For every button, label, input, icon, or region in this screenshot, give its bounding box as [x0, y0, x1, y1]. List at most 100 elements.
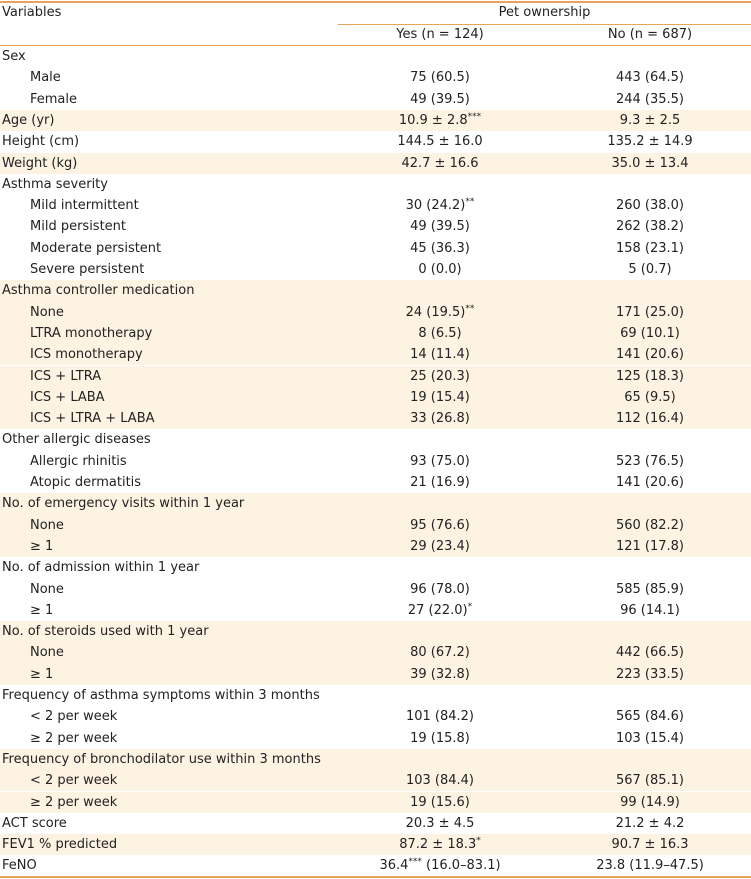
- row-label: Weight (kg): [2, 155, 78, 171]
- table-row: None 80 (67.2) 442 (66.5): [0, 642, 751, 664]
- row-label: Age (yr): [2, 112, 55, 128]
- value-cell: 45 (36.3): [330, 238, 550, 259]
- value-cell: 19 (15.8): [330, 728, 550, 749]
- value-cell: 87.2 ± 18.3*: [330, 834, 550, 855]
- value-cell: 262 (38.2): [540, 216, 751, 237]
- value-cell: 442 (66.5): [540, 642, 751, 663]
- value-text: 443 (64.5): [615, 70, 685, 86]
- row-label: Mild persistent: [30, 219, 127, 235]
- value-text: 20.3 ± 4.5: [405, 815, 475, 831]
- value-cell: 30 (24.2)**: [330, 195, 550, 216]
- value-text: 39 (32.8): [410, 666, 470, 682]
- row-label: No. of steroids used with 1 year: [2, 624, 209, 640]
- row-label: Severe persistent: [30, 262, 145, 277]
- row-label: Male: [30, 70, 61, 86]
- significance: **: [465, 303, 475, 314]
- row-label: None: [30, 304, 64, 320]
- value-text: 171 (25.0): [615, 304, 685, 320]
- table-row: No. of admission within 1 year: [0, 557, 751, 578]
- value-text: 523 (76.5): [615, 453, 685, 469]
- table-row: ICS + LTRA + LABA 33 (26.8) 112 (16.4): [0, 408, 751, 430]
- value-cell: 25 (20.3): [330, 366, 550, 387]
- significance: ***: [467, 111, 482, 122]
- value-cell: 21 (16.9): [330, 472, 550, 493]
- value-cell: 19 (15.6): [330, 792, 550, 813]
- value-cell: 21.2 ± 4.2: [540, 813, 751, 834]
- value-text: 585 (85.9): [615, 581, 685, 597]
- value-cell: 244 (35.5): [540, 89, 751, 110]
- value-text: (16.0–83.1): [421, 858, 501, 874]
- value-text: 19 (15.6): [410, 794, 470, 810]
- value-text: 27 (22.0): [407, 602, 468, 618]
- value-cell: 36.4*** (16.0–83.1): [330, 855, 550, 876]
- value-cell: 96 (78.0): [330, 579, 550, 600]
- value-text: 65 (9.5): [624, 389, 676, 405]
- row-label: LTRA monotherapy: [30, 325, 153, 341]
- value-text: 567 (85.1): [615, 773, 685, 789]
- table-row: ≥ 1 29 (23.4) 121 (17.8): [0, 535, 751, 558]
- value-text: 96 (14.1): [620, 602, 680, 618]
- value-text: 49 (39.5): [410, 91, 470, 107]
- row-label: ICS + LTRA: [30, 368, 102, 384]
- value-cell: 560 (82.2): [540, 515, 751, 536]
- value-text: 158 (23.1): [615, 240, 685, 256]
- value-text: 262 (38.2): [615, 219, 685, 235]
- row-label: Mild intermittent: [30, 198, 139, 214]
- value-text: 30 (24.2): [405, 198, 466, 214]
- row-label: < 2 per week: [30, 773, 118, 789]
- table-row: FEV1 % predicted 87.2 ± 18.3* 90.7 ± 16.3: [0, 834, 751, 856]
- table-row: No. of steroids used with 1 year: [0, 621, 751, 643]
- table-row: Frequency of bronchodilator use within 3…: [0, 748, 751, 771]
- value-text: 21.2 ± 4.2: [615, 815, 685, 831]
- value-cell: 65 (9.5): [540, 387, 751, 408]
- table-row: ≥ 1 39 (32.8) 223 (33.5): [0, 663, 751, 685]
- value-cell: 223 (33.5): [540, 664, 751, 685]
- value-text: 565 (84.6): [615, 709, 685, 725]
- row-label: FeNO: [2, 858, 37, 874]
- rule: [0, 45, 751, 46]
- rule: [0, 876, 751, 878]
- value-text: 80 (67.2): [410, 645, 470, 661]
- value-text: 21 (16.9): [410, 475, 470, 490]
- row-label: ACT score: [2, 815, 67, 831]
- row-label: Asthma controller medication: [2, 283, 195, 299]
- value-text: 103 (84.4): [405, 773, 475, 789]
- table-row: LTRA monotherapy 8 (6.5) 69 (10.1): [0, 322, 751, 345]
- table-row: FeNO 36.4*** (16.0–83.1) 23.8 (11.9–47.5): [0, 855, 751, 876]
- value-cell: 9.3 ± 2.5: [540, 110, 751, 131]
- table-row: ICS + LTRA 25 (20.3) 125 (18.3): [0, 365, 751, 387]
- table-row: Other allergic diseases: [0, 429, 751, 450]
- row-label: ≥ 2 per week: [30, 794, 118, 810]
- significance: ***: [408, 857, 422, 868]
- value-cell: 101 (84.2): [330, 706, 550, 727]
- value-cell: 23.8 (11.9–47.5): [540, 855, 751, 876]
- value-text: 69 (10.1): [620, 325, 680, 341]
- value-cell: 96 (14.1): [540, 600, 751, 621]
- table-row: Height (cm) 144.5 ± 16.0 135.2 ± 14.9: [0, 131, 751, 152]
- table-row: Moderate persistent 45 (36.3) 158 (23.1): [0, 238, 751, 259]
- table-row: Mild intermittent 30 (24.2)** 260 (38.0): [0, 195, 751, 216]
- value-cell: 75 (60.5): [330, 67, 550, 88]
- value-cell: 112 (16.4): [540, 408, 751, 429]
- row-label: ≥ 1: [30, 538, 54, 554]
- value-cell: 0 (0.0): [330, 259, 550, 280]
- value-text: 9.3 ± 2.5: [619, 112, 681, 128]
- table-row: Weight (kg) 42.7 ± 16.6 35.0 ± 13.4: [0, 152, 751, 174]
- row-label: None: [30, 581, 64, 597]
- table-row: No. of emergency visits within 1 year: [0, 493, 751, 515]
- value-cell: 5 (0.7): [540, 259, 751, 280]
- row-label: Moderate persistent: [30, 240, 162, 256]
- row-label: Female: [30, 91, 78, 107]
- significance: **: [465, 197, 475, 208]
- value-text: 135.2 ± 14.9: [607, 134, 693, 150]
- significance: *: [467, 601, 473, 612]
- value-text: 10.9 ± 2.8: [398, 112, 468, 128]
- value-text: 144.5 ± 16.0: [397, 134, 483, 150]
- value-cell: 29 (23.4): [330, 536, 550, 557]
- significance: *: [476, 836, 481, 847]
- value-cell: 260 (38.0): [540, 195, 751, 216]
- table-row: ICS monotherapy 14 (11.4) 141 (20.6): [0, 344, 751, 366]
- value-cell: 93 (75.0): [330, 451, 550, 472]
- value-cell: 14 (11.4): [330, 344, 550, 365]
